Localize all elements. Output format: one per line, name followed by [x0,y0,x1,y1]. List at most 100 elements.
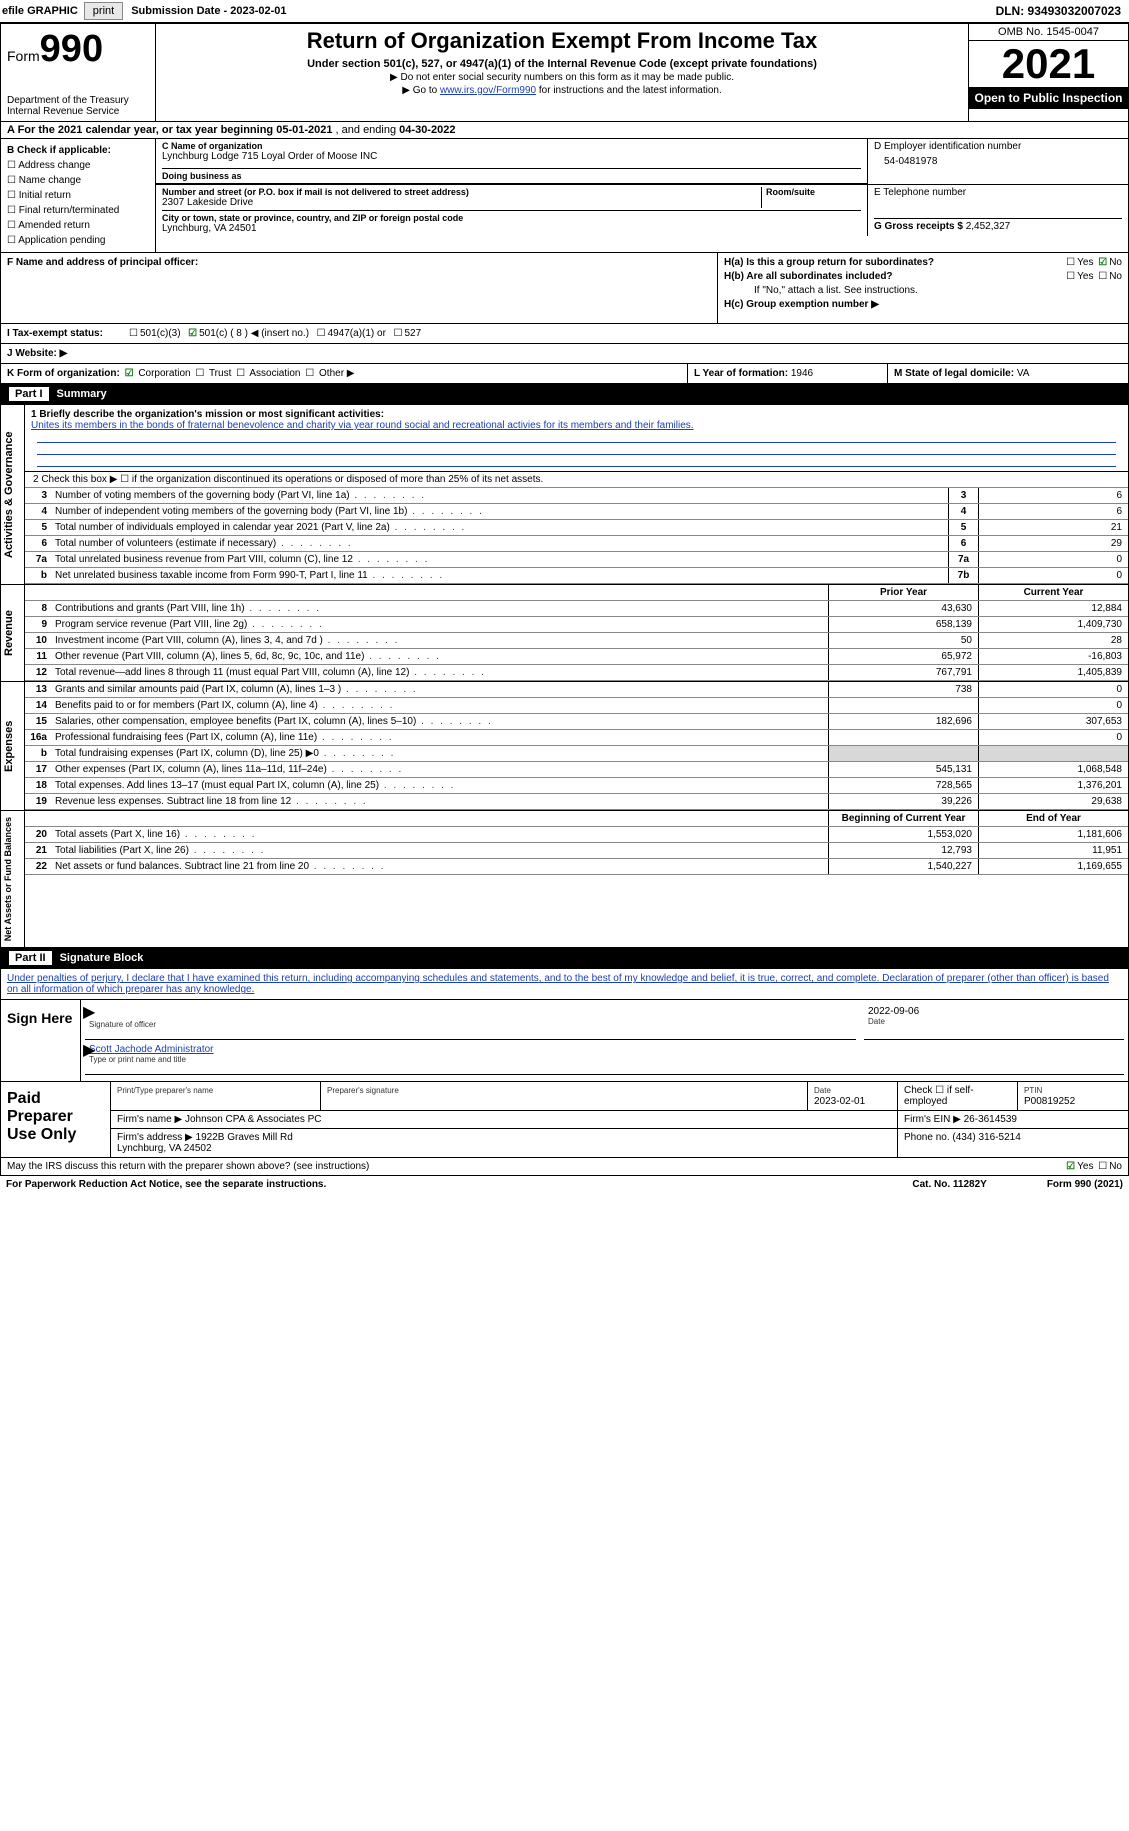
exp-row: bTotal fundraising expenses (Part IX, co… [25,746,1128,762]
row-klm: K Form of organization: Corporation Trus… [0,364,1129,384]
col-begin-year: Beginning of Current Year [828,811,978,826]
dba-label: Doing business as [162,168,861,181]
firm-name: Johnson CPA & Associates PC [185,1114,322,1125]
paid-preparer-label: Paid Preparer Use Only [1,1082,111,1157]
net-row: 22Net assets or fund balances. Subtract … [25,859,1128,875]
ha-no-chk[interactable] [1096,257,1109,268]
open-public-badge: Open to Public Inspection [969,87,1128,109]
chk-name-change[interactable]: Name change [7,173,149,188]
gov-row: 3Number of voting members of the governi… [25,488,1128,504]
row-i-tax-status: I Tax-exempt status: 501(c)(3) 501(c) ( … [0,324,1129,344]
sign-here-row: Sign Here Signature of officer 2022-09-0… [1,999,1128,1081]
m-value: VA [1017,368,1030,379]
f-label: F Name and address of principal officer: [7,257,198,268]
chk-527[interactable] [391,328,404,339]
exp-row: 14Benefits paid to or for members (Part … [25,698,1128,714]
officer-sig-line[interactable]: Signature of officer [85,1004,856,1040]
omb-number: OMB No. 1545-0047 [969,24,1128,41]
hb-no-chk[interactable] [1096,271,1109,282]
i-label: I Tax-exempt status: [7,328,127,339]
mission-text: Unites its members in the bonds of frate… [31,420,694,431]
opt-501c3: 501(c)(3) [140,328,181,339]
rev-row: 11Other revenue (Part VIII, column (A), … [25,649,1128,665]
check-self-employed[interactable]: Check ☐ if self-employed [898,1082,1018,1110]
officer-name-title: Scott Jachode Administrator [89,1044,1120,1055]
ein-value: 54-0481978 [874,152,1122,167]
discuss-yes: Yes [1077,1161,1093,1172]
prep-date: 2023-02-01 [814,1096,865,1107]
paid-grid: Print/Type preparer's name Preparer's si… [111,1082,1128,1157]
row-a-begin: 05-01-2021 [276,124,332,136]
vtab-net-assets: Net Assets or Fund Balances [1,811,25,947]
goto-post: for instructions and the latest informat… [536,85,722,96]
firm-phone-label: Phone no. [904,1132,950,1143]
hb-label: H(b) Are all subordinates included? [724,271,893,282]
rev-rows-container: Prior Year Current Year 8Contributions a… [25,585,1128,681]
addr-cell: Number and street (or P.O. box if mail i… [156,185,868,236]
gov-row: bNet unrelated business taxable income f… [25,568,1128,584]
part1-header: Part I Summary [0,384,1129,405]
gov-row: 5Total number of individuals employed in… [25,520,1128,536]
net-header-row: Beginning of Current Year End of Year [25,811,1128,827]
firm-name-label: Firm's name ▶ [117,1114,182,1125]
part2-name: Signature Block [60,952,144,964]
hb-yes-chk[interactable] [1064,271,1077,282]
discuss-yes-chk[interactable] [1064,1161,1077,1172]
chk-initial-return[interactable]: Initial return [7,188,149,203]
vtab-expenses: Expenses [1,682,25,810]
net-row: 21Total liabilities (Part X, line 26)12,… [25,843,1128,859]
efile-label: efile GRAPHIC [2,5,78,17]
chk-final-return[interactable]: Final return/terminated [7,203,149,218]
discuss-row: May the IRS discuss this return with the… [0,1158,1129,1176]
mission-block: 1 Briefly describe the organization's mi… [25,405,1128,472]
l-value: 1946 [791,368,813,379]
rev-row: 9Program service revenue (Part VIII, lin… [25,617,1128,633]
header-left: Form990 Department of the Treasury Inter… [1,24,156,121]
form-word: Form [7,48,40,64]
cat-no: Cat. No. 11282Y [912,1179,986,1190]
form-990-num: 990 [40,28,103,70]
chk-app-pending[interactable]: Application pending [7,233,149,248]
row-j-website: J Website: ▶ [0,344,1129,364]
city-value: Lynchburg, VA 24501 [162,223,861,234]
org-name: Lynchburg Lodge 715 Loyal Order of Moose… [162,151,861,162]
chk-amended-return[interactable]: Amended return [7,218,149,233]
part2-num: Part II [9,951,52,965]
chk-trust[interactable] [193,368,206,379]
ptin-value: P00819252 [1024,1096,1075,1107]
ptin-label: PTIN [1024,1086,1042,1095]
chk-other[interactable] [303,368,316,379]
rev-row: 10Investment income (Part VIII, column (… [25,633,1128,649]
exp-row: 17Other expenses (Part IX, column (A), l… [25,762,1128,778]
exp-row: 19Revenue less expenses. Subtract line 1… [25,794,1128,810]
paid-preparer-block: Paid Preparer Use Only Print/Type prepar… [0,1082,1129,1158]
paid-row-1: Print/Type preparer's name Preparer's si… [111,1082,1128,1111]
firm-ein-label: Firm's EIN ▶ [904,1114,961,1125]
gross-label: G Gross receipts $ [874,221,963,232]
section-bcd: B Check if applicable: Address change Na… [0,139,1129,253]
chk-address-change[interactable]: Address change [7,158,149,173]
col-b-label: B Check if applicable: [7,143,149,158]
chk-assoc[interactable] [234,368,247,379]
opt-527: 527 [404,328,421,339]
opt-trust: Trust [209,368,231,379]
chk-501c[interactable] [186,328,199,339]
chk-corp[interactable] [123,368,136,379]
mission-blank-line [37,431,1116,443]
form-header: Form990 Department of the Treasury Inter… [0,23,1129,122]
chk-501c3[interactable] [127,328,140,339]
exp-rows-container: 13Grants and similar amounts paid (Part … [25,682,1128,810]
sect-expenses: Expenses 13Grants and similar amounts pa… [0,682,1129,811]
irs-link[interactable]: www.irs.gov/Form990 [440,85,536,96]
header-right: OMB No. 1545-0047 2021 Open to Public In… [968,24,1128,121]
org-name-cell: C Name of organization Lynchburg Lodge 7… [156,139,868,184]
discuss-no-chk[interactable] [1096,1161,1109,1172]
gross-value: 2,452,327 [966,221,1011,232]
ha-yes-chk[interactable] [1064,257,1077,268]
signature-block: Under penalties of perjury, I declare th… [0,969,1129,1082]
print-button[interactable]: print [84,2,123,20]
perjury-declaration: Under penalties of perjury, I declare th… [1,969,1128,999]
chk-4947[interactable] [315,328,328,339]
addr-value: 2307 Lakeside Drive [162,197,761,208]
goto-note: Go to www.irs.gov/Form990 for instructio… [162,85,962,96]
